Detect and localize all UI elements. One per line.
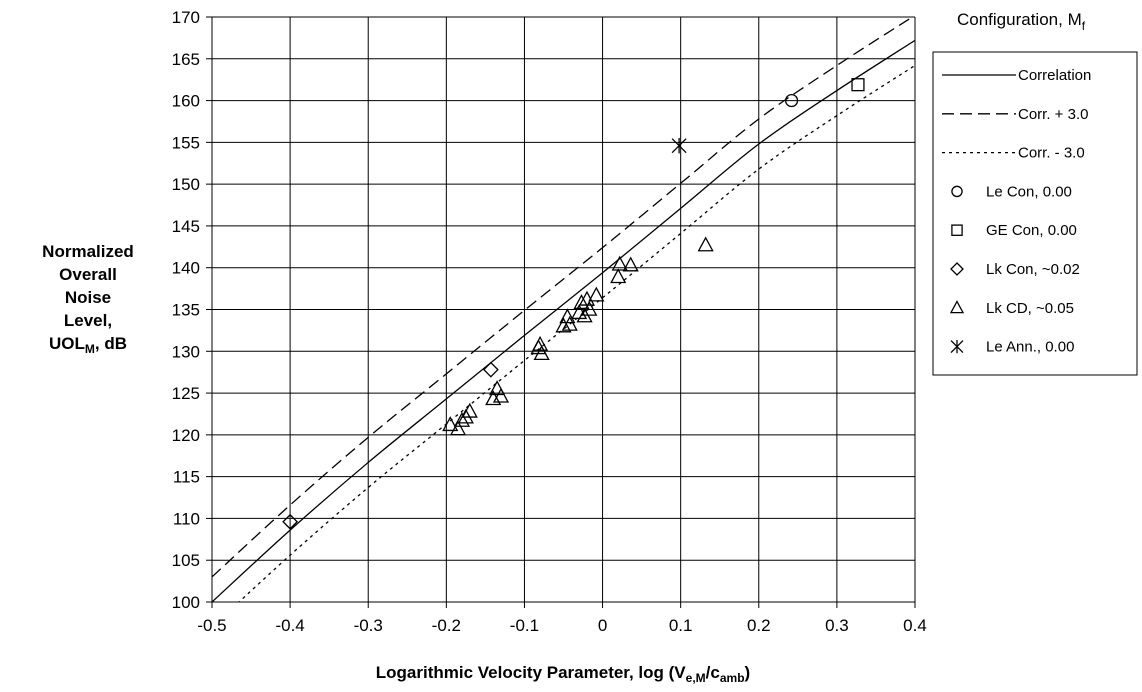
x-tick-label: 0.4	[903, 616, 927, 635]
point-triangle	[588, 286, 605, 302]
point-square	[851, 78, 865, 92]
point-triangle	[489, 380, 506, 396]
point-triangle	[622, 256, 639, 272]
legend-label: Corr. - 3.0	[1018, 145, 1085, 162]
legend-label: Lk Con, ~0.02	[986, 261, 1080, 278]
y-axis-title-line: Normalized	[42, 242, 134, 261]
y-tick-label: 145	[172, 217, 200, 236]
legend-item: Lk CD, ~0.05	[949, 300, 1074, 317]
point-triangle	[578, 290, 596, 306]
legend-item: Correlation	[942, 67, 1091, 84]
point-triangle	[611, 255, 628, 271]
point-triangle	[461, 402, 478, 418]
x-tick-label: 0.3	[825, 616, 849, 635]
legend-title: Configuration, Mf	[957, 10, 1086, 33]
legend-item: Le Ann., 0.00	[950, 339, 1074, 356]
legend-label: Correlation	[1018, 67, 1091, 84]
legend-label: Lk CD, ~0.05	[986, 300, 1074, 317]
point-diamond	[482, 361, 499, 378]
point-triangle	[453, 411, 471, 427]
y-axis-title-line: UOLM, dB	[49, 334, 127, 356]
series-line	[238, 64, 915, 602]
y-tick-label: 115	[173, 468, 200, 487]
legend-item: Corr. - 3.0	[942, 145, 1085, 162]
x-tick-label: -0.2	[432, 616, 461, 635]
point-triangle	[555, 317, 572, 333]
legend-box	[932, 51, 1138, 376]
y-tick-label: 110	[173, 509, 200, 528]
legend-label: Le Con, 0.00	[986, 183, 1072, 200]
legend: Correlation Corr. + 3.0 Corr. - 3.0 Le Con,…	[932, 51, 1138, 376]
x-tick-label: 0	[598, 616, 607, 635]
point-diamond	[282, 513, 299, 530]
y-tick-label: 155	[172, 133, 200, 152]
x-tick-label: 0.1	[669, 616, 693, 635]
point-triangle	[581, 300, 598, 316]
y-axis-title-line: Noise	[65, 288, 111, 307]
y-tick-label: 100	[172, 593, 200, 612]
point-triangle	[949, 300, 965, 314]
x-tick-label: -0.4	[275, 616, 304, 635]
point-asterisk	[950, 340, 964, 354]
legend-label: GE Con, 0.00	[986, 222, 1077, 239]
x-tick-label: 0.2	[747, 616, 771, 635]
point-circle	[784, 93, 799, 108]
x-tick-label: -0.5	[197, 616, 226, 635]
tick-labels: -0.5 -0.4 -0.3 -0.2 -0.1 0 0.1 0.2 0.3 0.4 100 105 1…	[172, 8, 927, 635]
y-tick-label: 150	[172, 175, 200, 194]
point-triangle	[573, 294, 590, 310]
y-tick-label: 130	[172, 342, 200, 361]
y-tick-label: 165	[172, 50, 200, 69]
point-triangle	[442, 416, 459, 432]
y-tick-label: 120	[172, 426, 200, 445]
x-tick-label: -0.1	[510, 616, 539, 635]
y-tick-label: 140	[172, 259, 200, 278]
point-circle	[951, 185, 963, 198]
series-line	[212, 39, 915, 602]
legend-item: GE Con, 0.00	[951, 222, 1077, 239]
point-triangle	[697, 236, 714, 252]
y-axis-title-line: Level,	[64, 311, 112, 330]
y-tick-label: 105	[172, 551, 200, 570]
y-axis-title-line: Overall	[59, 265, 117, 284]
point-triangle	[449, 420, 467, 436]
y-tick-label: 170	[172, 8, 200, 27]
y-axis-title: Normalized Overall Noise Level, UOLM, dB	[42, 242, 134, 356]
point-triangle	[561, 315, 578, 331]
y-tick-label: 125	[172, 384, 200, 403]
legend-item: Le Con, 0.00	[951, 183, 1072, 200]
point-square	[951, 224, 963, 236]
x-tick-label: -0.3	[354, 616, 383, 635]
point-triangle	[531, 335, 549, 351]
point-diamond	[950, 262, 964, 276]
legend-label: Corr. + 3.0	[1018, 106, 1088, 123]
point-triangle	[610, 268, 627, 284]
correlation-curves	[212, 17, 915, 602]
legend-label: Le Ann., 0.00	[986, 339, 1074, 356]
legend-item: Corr. + 3.0	[942, 106, 1088, 123]
x-axis-title: Logarithmic Velocity Parameter, log (Ve,…	[376, 663, 750, 685]
y-tick-label: 135	[172, 301, 200, 320]
grid	[206, 16, 916, 608]
point-asterisk	[671, 138, 687, 154]
legend-item: Lk Con, ~0.02	[950, 261, 1080, 278]
point-triangle	[533, 345, 550, 361]
y-tick-label: 160	[172, 92, 200, 111]
data-points	[282, 78, 865, 530]
series-line	[212, 17, 914, 578]
point-triangle	[492, 387, 510, 403]
